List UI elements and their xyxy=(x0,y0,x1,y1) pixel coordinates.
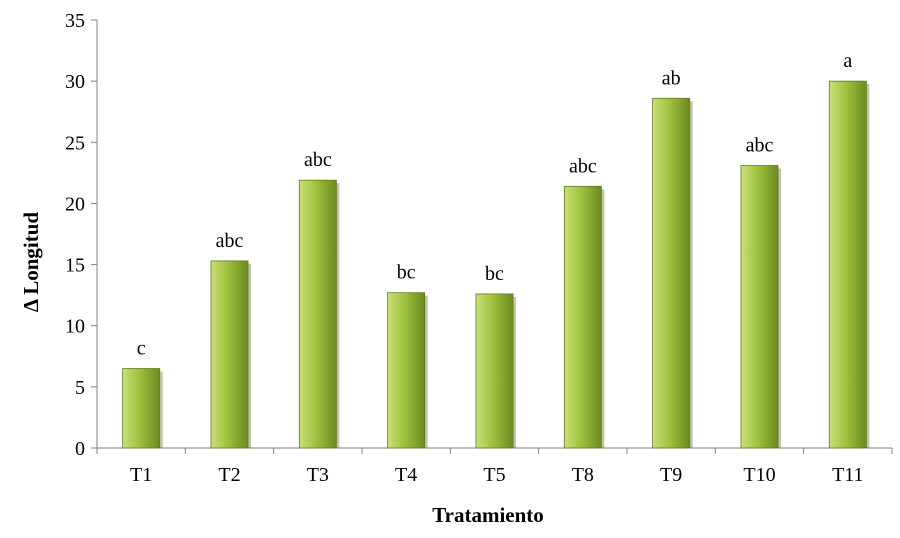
bar-t5 xyxy=(475,293,514,449)
x-tick-label: T11 xyxy=(832,464,863,486)
bar-t10 xyxy=(740,165,779,449)
x-tick-label: T2 xyxy=(218,464,240,486)
y-tick-label: 10 xyxy=(65,316,85,338)
x-tick-label: T3 xyxy=(307,464,329,486)
significance-label: c xyxy=(137,338,146,360)
bar-t11 xyxy=(828,80,867,449)
data-labels: T1 c T2 abc T3 abc T4 bc T5 bc T8 abc T9 ab T10 abc T11 a xyxy=(130,50,864,486)
y-tick-label: 5 xyxy=(75,377,85,399)
y-tick-label: 25 xyxy=(65,132,85,154)
significance-label: bc xyxy=(485,263,504,285)
significance-label: abc xyxy=(216,230,244,252)
x-axis-title: Tratamiento xyxy=(432,503,544,527)
x-tick-label: T4 xyxy=(395,464,417,486)
significance-label: abc xyxy=(746,135,774,157)
significance-label: abc xyxy=(304,149,332,171)
y-tick-label: 30 xyxy=(65,71,85,93)
bars xyxy=(122,80,870,449)
x-tick-label: T10 xyxy=(743,464,775,486)
significance-label: ab xyxy=(662,67,681,89)
y-tick-label: 0 xyxy=(75,438,85,460)
bar-t3 xyxy=(298,179,337,449)
x-tick-label: T9 xyxy=(660,464,682,486)
y-tick-label: 15 xyxy=(65,255,85,277)
bar-t1 xyxy=(122,368,161,449)
x-tick-label: T8 xyxy=(572,464,594,486)
significance-label: a xyxy=(843,50,852,72)
bar-t2 xyxy=(210,260,249,449)
bar-t8 xyxy=(563,185,602,449)
y-tick-label: 35 xyxy=(65,10,85,32)
y-axis-title: Δ Longitud xyxy=(19,212,43,312)
significance-label: bc xyxy=(397,262,416,284)
significance-label: abc xyxy=(569,155,597,177)
bar-t4 xyxy=(387,292,426,449)
x-tick-label: T5 xyxy=(483,464,505,486)
bar-t9 xyxy=(652,97,691,449)
x-tick-label: T1 xyxy=(130,464,152,486)
y-tick-label: 20 xyxy=(65,193,85,215)
